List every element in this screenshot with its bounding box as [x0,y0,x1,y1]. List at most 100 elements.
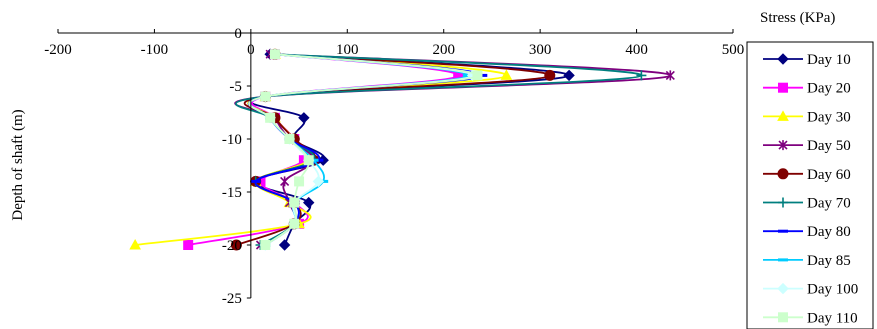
data-point-shape [284,134,295,144]
data-point [312,175,325,188]
legend-label: Day 50 [807,138,851,154]
y-tick-label: -25 [222,291,242,307]
x-tick-label: 500 [722,42,745,58]
legend: Day 10 Day 20 Day 30 Day 50 Day 60 Day 70 Day … [746,41,874,329]
data-point [183,240,194,250]
legend-swatch-marker-shape [778,229,788,233]
legend-item: Day 20 [763,81,851,97]
y-tick-label: -15 [222,185,242,201]
legend-swatch-marker-shape [778,140,788,151]
data-point [289,218,300,229]
legend-label: Day 100 [807,282,858,298]
y-tick-label: -5 [229,79,242,95]
data-point [289,197,300,208]
data-point [294,176,305,187]
legend-label: Day 30 [807,109,851,125]
data-point [500,69,513,80]
data-point [280,176,290,187]
data-point [260,240,271,250]
data-point-shape [500,69,513,80]
legend-item: Day 80 [763,224,851,240]
legend-swatch-marker-shape [778,197,788,208]
series-day-20 [183,49,464,250]
legend-label: Day 110 [807,310,858,326]
data-point-shape [280,176,290,187]
x-tick-label: -200 [44,42,72,58]
legend-swatch-marker-shape [777,282,789,295]
data-point-shape [260,91,271,102]
legend-swatch-marker [778,229,788,233]
legend-swatch-marker [778,140,788,151]
data-point-shape [472,70,483,81]
data-point [284,134,295,144]
legend-swatch-marker-shape [777,53,789,65]
y-tick-label: -10 [222,132,242,148]
data-point [303,196,315,209]
data-point [665,70,675,81]
data-point [250,179,261,183]
data-point-shape [230,239,242,251]
data-point-shape [544,69,556,81]
data-point [269,49,280,60]
legend-swatch-marker-shape [778,258,788,262]
data-point [265,112,276,123]
data-point [260,91,271,102]
series-layer [129,48,675,251]
legend-swatch-marker-shape [778,82,788,93]
legend-item: Day 50 [763,138,851,154]
x-tick-label: 200 [432,42,455,58]
data-point-shape [312,175,325,188]
series-line [135,53,508,246]
legend-swatch-marker-shape [777,168,789,180]
data-point-shape [260,240,271,250]
legend-label: Day 80 [807,224,851,240]
legend-item: Day 100 [763,282,858,298]
data-point-shape [563,69,575,82]
data-point-shape [303,155,314,166]
data-point-shape [303,196,315,209]
legend-label: Day 70 [807,196,851,212]
data-point [563,69,575,82]
data-point [298,112,310,124]
legend-item: Day 10 [763,52,851,68]
legend-item: Day 70 [763,196,851,212]
x-tick-label: 400 [625,42,648,58]
legend-label: Day 85 [807,253,851,269]
y-tick-label: 0 [234,26,242,42]
y-axis-title: Depth of shaft (m) [10,109,26,220]
x-tick-label: 0 [247,42,255,58]
data-point-shape [183,240,194,250]
legend-item: Day 60 [763,167,851,183]
data-point-shape [265,112,276,123]
data-point-shape [298,112,310,124]
legend-swatch-marker [777,53,789,65]
data-point-shape [278,239,291,251]
data-point [230,239,242,251]
legend-label: Day 60 [807,167,851,183]
data-point [472,70,483,81]
legend-swatch-marker [777,168,789,180]
legend-item: Day 110 [763,310,858,326]
legend-swatch-marker [778,312,788,323]
data-point [636,70,647,81]
legend-item: Day 85 [763,253,851,269]
data-point-shape [129,238,141,250]
legend-swatch-marker [777,110,789,121]
legend-swatch-marker [778,82,788,93]
axes-layer: -200 -100 0 100 200 300 400 500 0 -5 -10 -15 -20 -25 [44,26,744,307]
x-axis-title: Stress (KPa) [760,10,835,26]
data-point [278,239,291,251]
legend-label: Day 10 [807,52,851,68]
data-point [544,69,556,81]
data-point [129,238,141,250]
legend-swatch-marker [778,258,788,262]
legend-swatch-marker [777,282,789,295]
legend-swatch-marker-shape [778,312,788,323]
x-tick-label: -100 [141,42,169,58]
legend-item: Day 30 [763,109,851,125]
data-point-shape [269,49,280,60]
legend-box [746,41,874,329]
series-day-110 [248,49,483,250]
data-point-shape [289,197,300,208]
